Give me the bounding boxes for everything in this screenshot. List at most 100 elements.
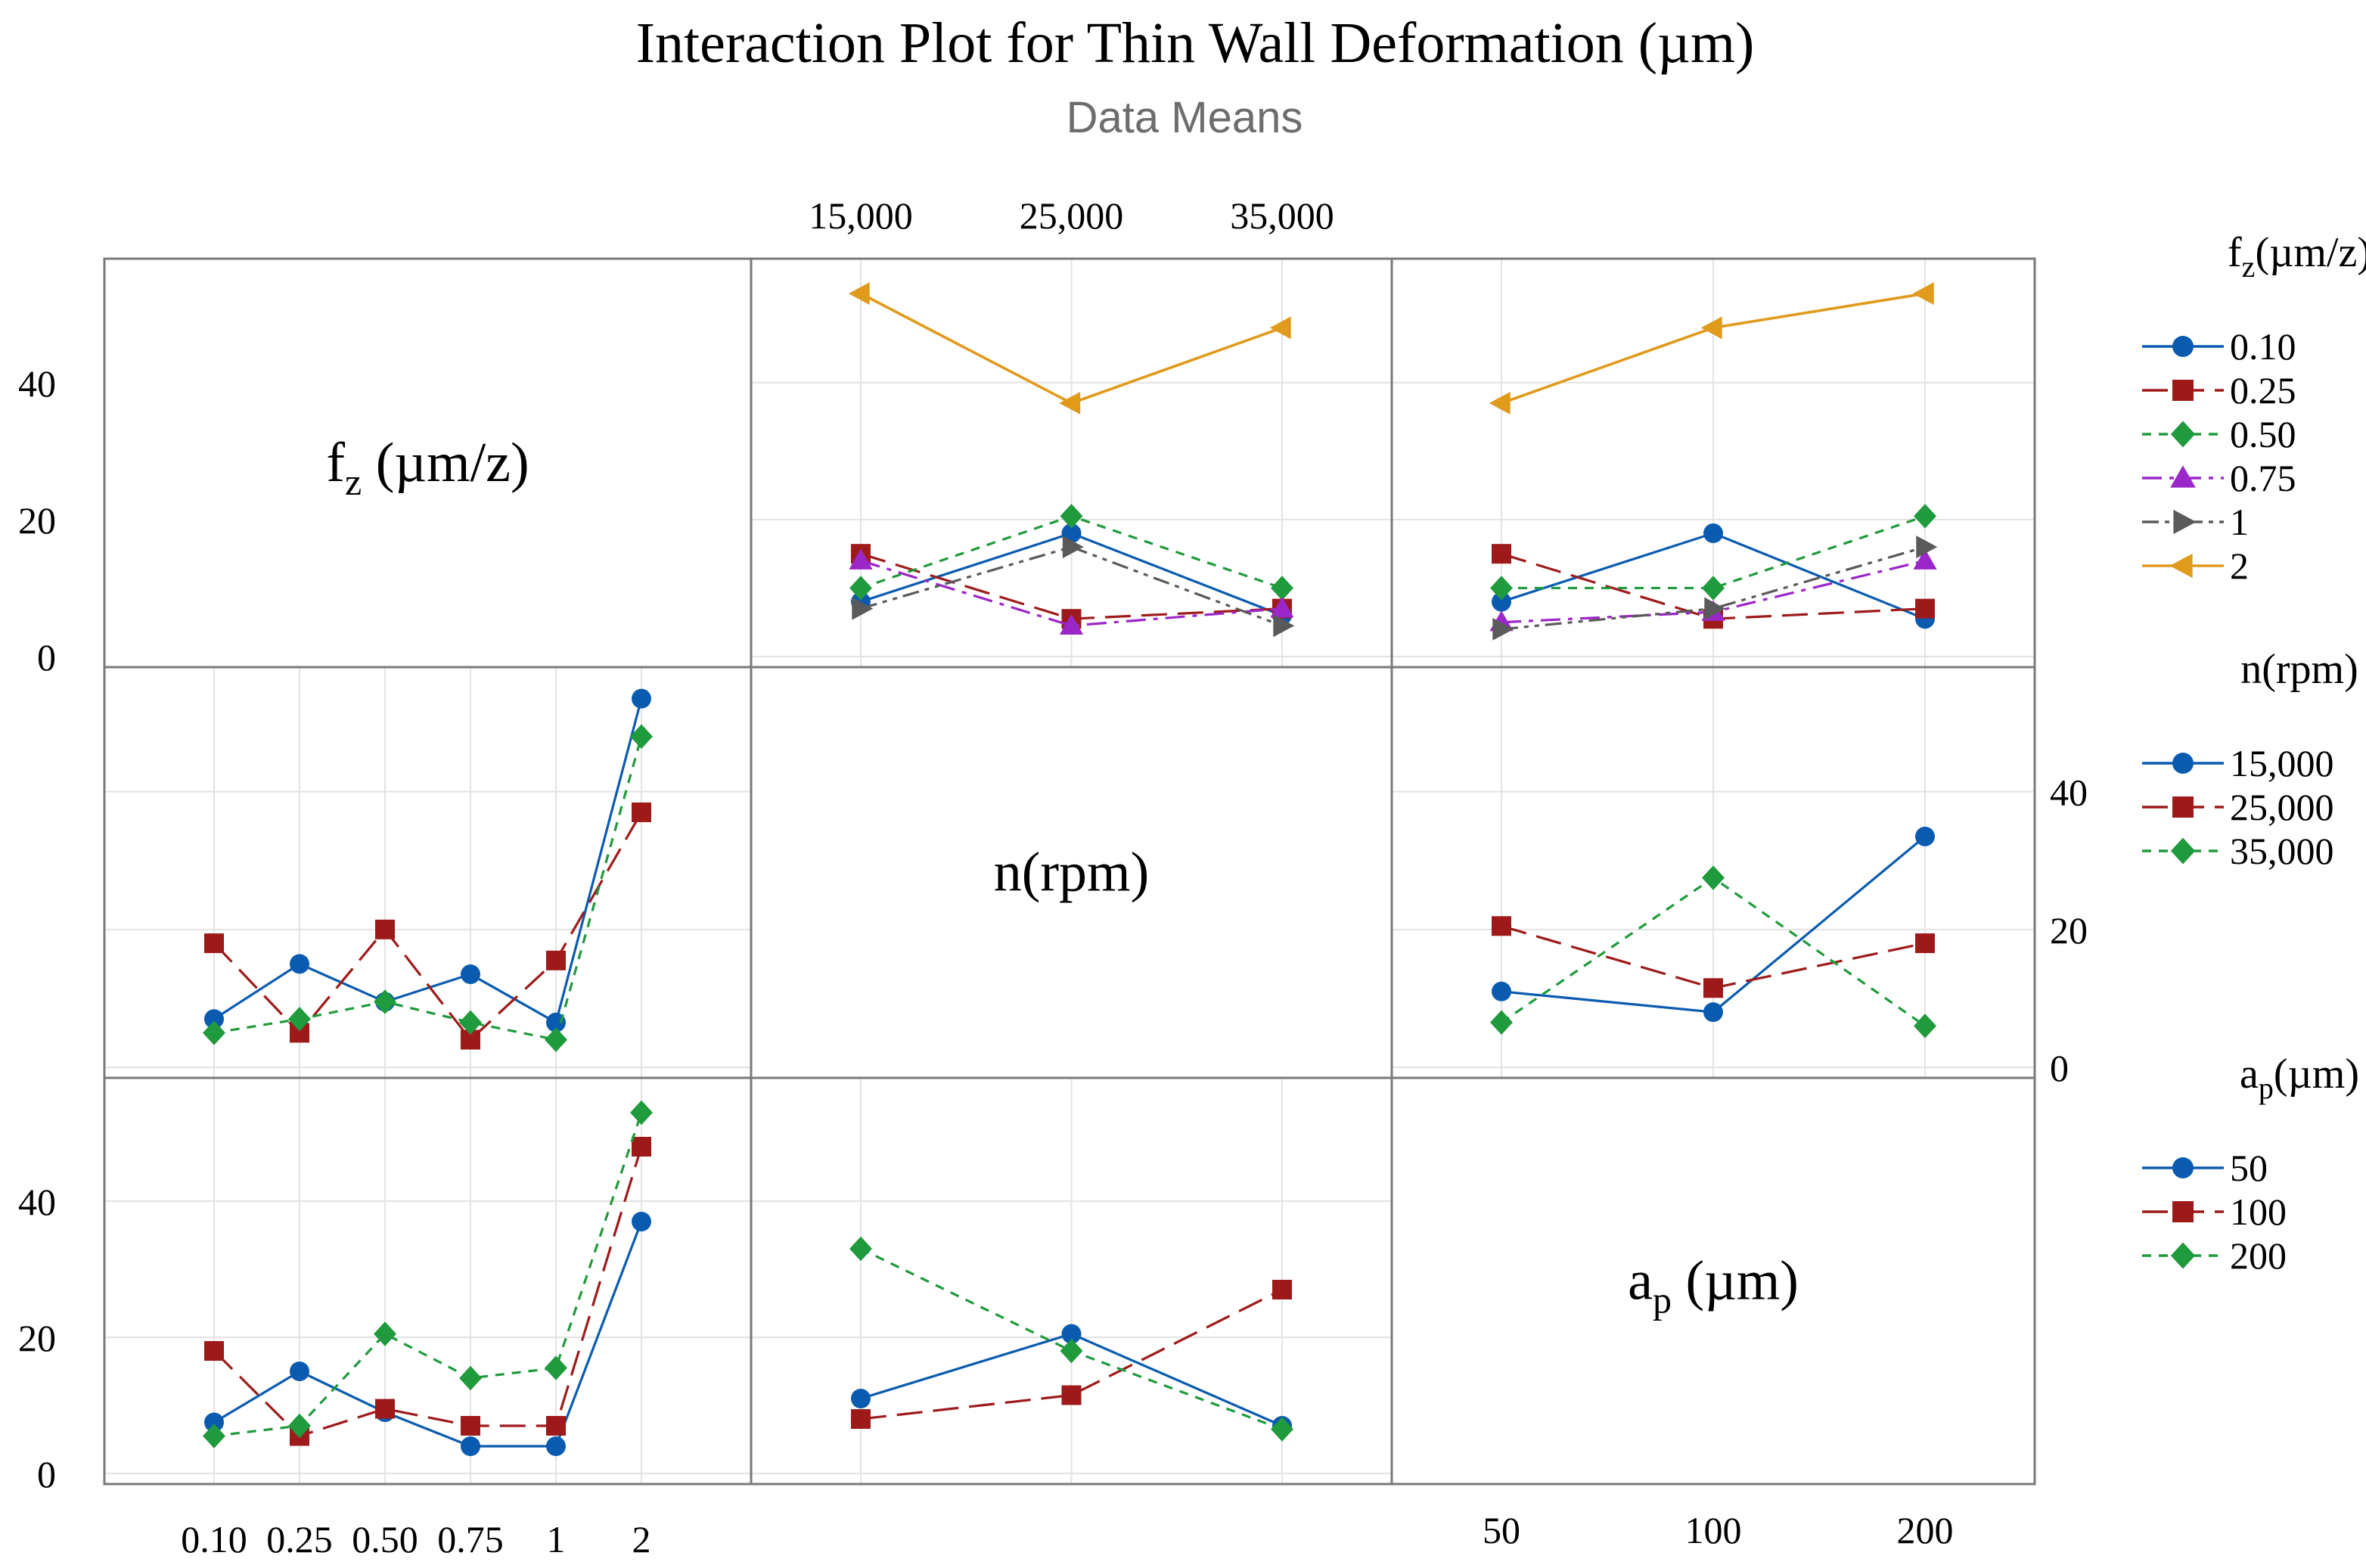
y-tick-label-left-2-40: 40 <box>18 1181 56 1223</box>
data-point-fz-n-4-0 <box>852 597 874 620</box>
x-tick-label-top-n-2: 35,000 <box>1230 194 1334 237</box>
legend-label-fz-3: 0.75 <box>2230 457 2296 499</box>
data-point-ap-n-2-1 <box>1060 1338 1083 1364</box>
data-point-ap-fz-2-5 <box>630 1100 653 1126</box>
y-tick-label-left-2-20: 20 <box>18 1317 56 1359</box>
series-line-n-fz-0 <box>213 698 643 1025</box>
legend-label-n-1: 25,000 <box>2230 786 2334 828</box>
data-point-fz-n-3-2 <box>1270 597 1294 618</box>
data-point-ap-fz-2-4 <box>545 1355 567 1380</box>
data-point-fz-ap-0-1 <box>1703 523 1723 544</box>
data-point-fz-ap-0-0 <box>1492 591 1511 612</box>
data-point-fz-n-5-1 <box>1059 392 1081 415</box>
data-point-ap-n-2-0 <box>849 1236 872 1262</box>
data-point-ap-n-2-2 <box>1271 1417 1293 1442</box>
data-point-n-fz-1-0 <box>204 933 224 954</box>
legend-label-fz-5: 2 <box>2230 545 2249 587</box>
data-point-fz-ap-4-2 <box>1916 536 1938 559</box>
data-point-n-ap-0-1 <box>1703 1002 1723 1023</box>
data-point-ap-fz-1-0 <box>204 1341 224 1361</box>
series-line-ap-fz-2 <box>213 1112 643 1438</box>
data-point-ap-fz-2-1 <box>288 1413 311 1439</box>
x-tick-label-bottom-ap-1: 100 <box>1685 1509 1742 1551</box>
data-point-fz-n-4-2 <box>1273 614 1295 638</box>
legend-marker-fz-4 <box>2173 509 2197 535</box>
series-line-n-fz-2 <box>213 736 643 1042</box>
data-point-fz-n-5-2 <box>1269 316 1291 340</box>
data-point-ap-fz-2-3 <box>459 1365 482 1391</box>
x-tick-label-top-n-0: 15,000 <box>809 194 913 237</box>
legend-marker-fz-5 <box>2169 553 2193 579</box>
legend-label-fz-1: 0.25 <box>2230 369 2296 411</box>
data-point-n-ap-0-0 <box>1492 981 1511 1001</box>
data-point-n-ap-1-1 <box>1703 978 1723 998</box>
data-point-fz-ap-1-2 <box>1915 598 1935 619</box>
data-point-fz-n-4-1 <box>1062 536 1084 559</box>
y-tick-label-left-0-0: 0 <box>37 636 56 678</box>
data-point-n-fz-0-5 <box>632 688 651 709</box>
data-point-n-fz-2-2 <box>374 989 396 1014</box>
data-point-ap-fz-1-5 <box>632 1137 651 1157</box>
data-point-ap-n-0-0 <box>851 1389 871 1408</box>
x-tick-label-bottom-fz-2: 0.50 <box>352 1518 418 1560</box>
data-point-fz-ap-2-1 <box>1702 576 1725 601</box>
legend-marker-n-1 <box>2172 796 2194 818</box>
y-tick-label-left-0-20: 20 <box>18 499 56 542</box>
legend-marker-fz-0 <box>2172 336 2194 357</box>
data-point-fz-n-3-0 <box>849 548 873 570</box>
legend-label-ap-2: 200 <box>2230 1234 2287 1277</box>
legend-title-fz: fz(µm/z) <box>2228 229 2366 284</box>
data-point-n-ap-1-2 <box>1915 933 1935 954</box>
data-point-ap-fz-0-3 <box>461 1436 480 1456</box>
data-point-ap-fz-1-4 <box>546 1416 566 1436</box>
x-tick-label-bottom-fz-3: 0.75 <box>437 1518 504 1560</box>
legend-marker-n-2 <box>2170 837 2196 865</box>
data-point-n-fz-0-1 <box>290 954 309 974</box>
data-point-n-ap-1-0 <box>1492 916 1511 936</box>
data-point-n-ap-2-2 <box>1914 1014 1936 1039</box>
legend-label-ap-0: 50 <box>2230 1147 2268 1189</box>
x-tick-label-bottom-ap-2: 200 <box>1897 1509 1954 1551</box>
legend-title-n: n(rpm) <box>2240 646 2358 693</box>
data-point-n-fz-2-3 <box>459 1010 482 1036</box>
data-point-fz-ap-3-2 <box>1913 548 1937 570</box>
data-point-n-fz-2-1 <box>288 1006 311 1032</box>
data-point-fz-n-2-0 <box>849 576 872 601</box>
data-point-ap-n-1-1 <box>1061 1385 1082 1405</box>
series-line-n-fz-1 <box>213 812 643 1042</box>
data-point-ap-fz-1-3 <box>461 1416 480 1436</box>
factor-label-ap: ap (µm) <box>1628 1250 1799 1321</box>
x-tick-label-bottom-fz-0: 0.10 <box>181 1518 247 1560</box>
series-line-ap-n-1 <box>860 1288 1283 1421</box>
data-point-fz-ap-2-2 <box>1914 504 1936 529</box>
chart-subtitle: Data Means <box>1067 93 1303 142</box>
data-point-fz-ap-5-0 <box>1489 392 1511 415</box>
data-point-ap-fz-0-0 <box>204 1412 224 1433</box>
data-point-ap-fz-0-4 <box>546 1436 566 1456</box>
legend-marker-n-0 <box>2172 753 2194 774</box>
x-tick-label-bottom-fz-1: 0.25 <box>266 1518 333 1560</box>
plot-marks <box>203 282 1938 1456</box>
series-line-fz-n-3 <box>860 559 1283 627</box>
x-tick-label-bottom-fz-5: 2 <box>632 1518 651 1560</box>
axis-labels: fz (µm/z) n(rpm) ap (µm) 0 20 40 0 20 40 0 20 40 15,… <box>18 194 2088 1560</box>
x-tick-label-bottom-ap-0: 50 <box>1483 1509 1520 1551</box>
legend-label-ap-1: 100 <box>2230 1191 2287 1233</box>
legend-marker-fz-1 <box>2172 380 2194 401</box>
data-point-n-fz-1-2 <box>375 919 395 939</box>
data-point-n-fz-2-4 <box>545 1027 567 1052</box>
data-point-fz-n-2-1 <box>1060 504 1083 529</box>
data-point-fz-ap-5-2 <box>1912 282 1934 306</box>
data-point-n-fz-2-5 <box>630 724 653 750</box>
data-point-ap-n-1-2 <box>1272 1280 1292 1299</box>
y-tick-label-right-1-0: 0 <box>2050 1047 2069 1089</box>
legend-marker-ap-2 <box>2170 1242 2196 1269</box>
legend-marker-fz-3 <box>2170 465 2196 488</box>
data-point-ap-n-1-0 <box>851 1409 871 1429</box>
data-point-n-ap-0-2 <box>1915 826 1935 846</box>
data-point-n-fz-1-4 <box>546 950 566 970</box>
data-point-n-ap-2-0 <box>1490 1010 1513 1036</box>
data-point-n-fz-0-3 <box>461 964 480 985</box>
data-point-fz-ap-5-1 <box>1700 316 1722 340</box>
